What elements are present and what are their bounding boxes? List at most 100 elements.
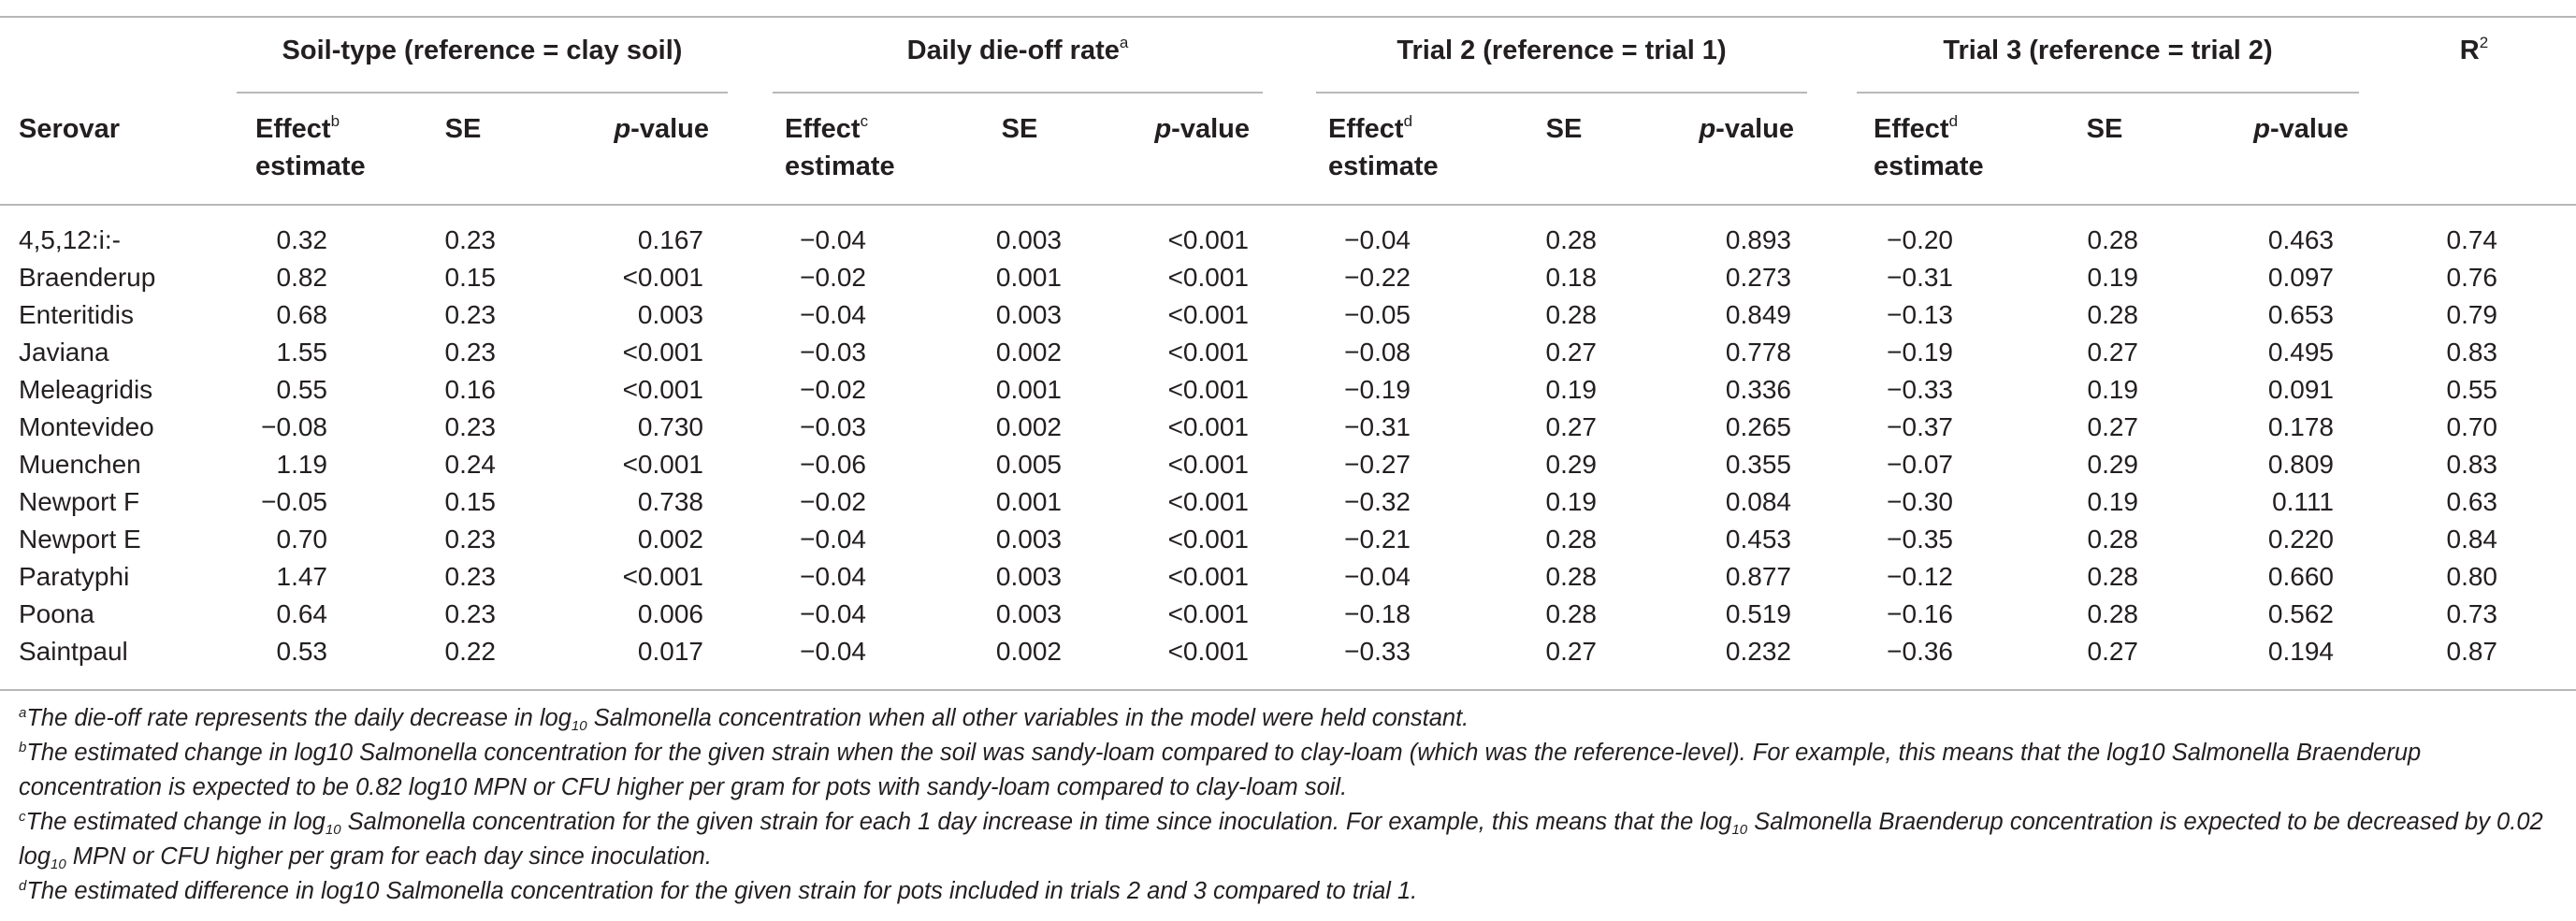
cell-die-p: <0.001 [1167, 599, 1249, 628]
cell-soil-p: 0.730 [637, 412, 703, 441]
cell-t2-eff: −0.31 [1344, 412, 1411, 441]
cell-soil-p: <0.001 [622, 450, 703, 479]
cell-t2-se: 0.27 [1545, 637, 1598, 666]
cell-t3-se: 0.19 [2087, 487, 2139, 516]
cell-serovar: Saintpaul [19, 637, 128, 666]
table-row: Saintpaul 0.53 0.22 0.017 −0.04 0.002 <0.001 −0… [0, 633, 2576, 670]
cell-die-eff: −0.04 [800, 300, 866, 329]
col-header-soil-p: p-value [614, 114, 709, 144]
cell-t3-p: 0.111 [2272, 487, 2334, 516]
cell-serovar: Newport F [19, 487, 140, 516]
cell-soil-se: 0.24 [444, 450, 497, 479]
cell-t3-se: 0.28 [2087, 562, 2139, 591]
cell-r2: 0.80 [2446, 562, 2498, 591]
cell-t3-se: 0.28 [2087, 225, 2139, 254]
cell-t3-eff: −0.33 [1887, 375, 1953, 404]
cell-soil-se: 0.23 [444, 562, 497, 591]
cell-t3-p: 0.562 [2267, 599, 2334, 628]
cell-die-se: 0.002 [995, 338, 1062, 367]
cell-t2-eff: −0.22 [1344, 263, 1411, 292]
cell-r2: 0.76 [2446, 263, 2498, 292]
col-header-trial2-p: p-value [1699, 114, 1794, 144]
cell-soil-p: <0.001 [622, 562, 703, 591]
header-bottom-rule [0, 204, 2576, 206]
cell-die-p: <0.001 [1167, 562, 1249, 591]
cell-t2-se: 0.19 [1545, 487, 1598, 516]
cell-r2: 0.79 [2446, 300, 2498, 329]
table-row: Meleagridis 0.55 0.16 <0.001 −0.02 0.001 <0.00… [0, 371, 2576, 409]
col-header-trial3-effect: Effectd estimate [1874, 112, 1984, 181]
cell-soil-p: 0.003 [637, 300, 703, 329]
cell-soil-eff: 0.68 [276, 300, 328, 329]
cell-t3-p: 0.220 [2267, 525, 2334, 554]
cell-soil-eff: 0.32 [276, 225, 328, 254]
cell-t2-p: 0.778 [1725, 338, 1791, 367]
cell-t3-eff: −0.20 [1887, 225, 1953, 254]
cell-die-se: 0.002 [995, 637, 1062, 666]
cell-t2-p: 0.849 [1725, 300, 1791, 329]
table-row: Muenchen 1.19 0.24 <0.001 −0.06 0.005 <0.001 −0… [0, 446, 2576, 483]
cell-t2-p: 0.273 [1725, 263, 1791, 292]
cell-t3-p: 0.660 [2267, 562, 2334, 591]
group-underline-dieoff [773, 92, 1263, 94]
cell-die-p: <0.001 [1167, 525, 1249, 554]
cell-soil-eff: −0.05 [261, 487, 327, 516]
group-underline-trial3 [1857, 92, 2359, 94]
cell-t3-p: 0.091 [2267, 375, 2334, 404]
cell-r2: 0.83 [2446, 338, 2498, 367]
cell-die-eff: −0.02 [800, 375, 866, 404]
cell-t3-p: 0.097 [2267, 263, 2334, 292]
cell-die-eff: −0.04 [800, 225, 866, 254]
cell-soil-p: <0.001 [622, 375, 703, 404]
cell-soil-p: <0.001 [622, 338, 703, 367]
cell-soil-eff: 0.82 [276, 263, 328, 292]
cell-t3-p: 0.178 [2267, 412, 2334, 441]
cell-r2: 0.74 [2446, 225, 2498, 254]
cell-t2-se: 0.27 [1545, 412, 1598, 441]
cell-t2-p: 0.232 [1725, 637, 1791, 666]
cell-t2-eff: −0.08 [1344, 338, 1411, 367]
top-rule [0, 16, 2576, 18]
table-bottom-rule [0, 689, 2576, 691]
cell-soil-eff: 1.47 [276, 562, 328, 591]
cell-t2-eff: −0.32 [1344, 487, 1411, 516]
cell-die-p: <0.001 [1167, 225, 1249, 254]
cell-die-p: <0.001 [1167, 338, 1249, 367]
cell-t3-p: 0.495 [2267, 338, 2334, 367]
cell-t3-se: 0.28 [2087, 525, 2139, 554]
cell-t2-se: 0.28 [1545, 225, 1598, 254]
cell-serovar: Poona [19, 599, 94, 628]
group-header-trial2: Trial 2 (reference = trial 1) [1397, 36, 1727, 65]
cell-t2-p: 0.265 [1725, 412, 1791, 441]
group-underline-soil [237, 92, 728, 94]
cell-serovar: Javiana [19, 338, 109, 367]
cell-t2-eff: −0.27 [1344, 450, 1411, 479]
cell-serovar: Muenchen [19, 450, 141, 479]
col-header-serovar: Serovar [19, 114, 121, 144]
cell-r2: 0.70 [2446, 412, 2498, 441]
table-row: Enteritidis 0.68 0.23 0.003 −0.04 0.003 <0.001… [0, 296, 2576, 334]
table-row: Newport E 0.70 0.23 0.002 −0.04 0.003 <0.001 −0… [0, 521, 2576, 558]
footnote-d: dThe estimated difference in log10 Salmo… [19, 878, 1418, 904]
cell-t3-se: 0.29 [2087, 450, 2139, 479]
cell-die-eff: −0.04 [800, 599, 866, 628]
cell-r2: 0.73 [2446, 599, 2498, 628]
table-row: Poona 0.64 0.23 0.006 −0.04 0.003 <0.001 −0.18 0… [0, 596, 2576, 633]
cell-soil-se: 0.23 [444, 338, 497, 367]
table-row: Newport F −0.05 0.15 0.738 −0.02 0.001 <0.001 −… [0, 483, 2576, 521]
cell-die-se: 0.001 [995, 487, 1062, 516]
cell-t2-eff: −0.05 [1344, 300, 1411, 329]
cell-die-se: 0.001 [995, 375, 1062, 404]
footnote-a: aThe die-off rate represents the daily d… [19, 705, 1469, 734]
cell-t3-eff: −0.12 [1887, 562, 1953, 591]
cell-t2-p: 0.877 [1725, 562, 1791, 591]
cell-soil-eff: 0.64 [276, 599, 328, 628]
cell-t2-p: 0.453 [1725, 525, 1791, 554]
cell-die-se: 0.002 [995, 412, 1062, 441]
col-header-trial2-se: SE [1545, 114, 1583, 144]
group-header-r2: R2 [2459, 34, 2489, 65]
col-header-dieoff-se: SE [1001, 114, 1038, 144]
table-row: 4,5,12:i:- 0.32 0.23 0.167 −0.04 0.003 <0.001 −… [0, 222, 2576, 259]
cell-die-p: <0.001 [1167, 450, 1249, 479]
cell-t2-p: 0.893 [1725, 225, 1791, 254]
